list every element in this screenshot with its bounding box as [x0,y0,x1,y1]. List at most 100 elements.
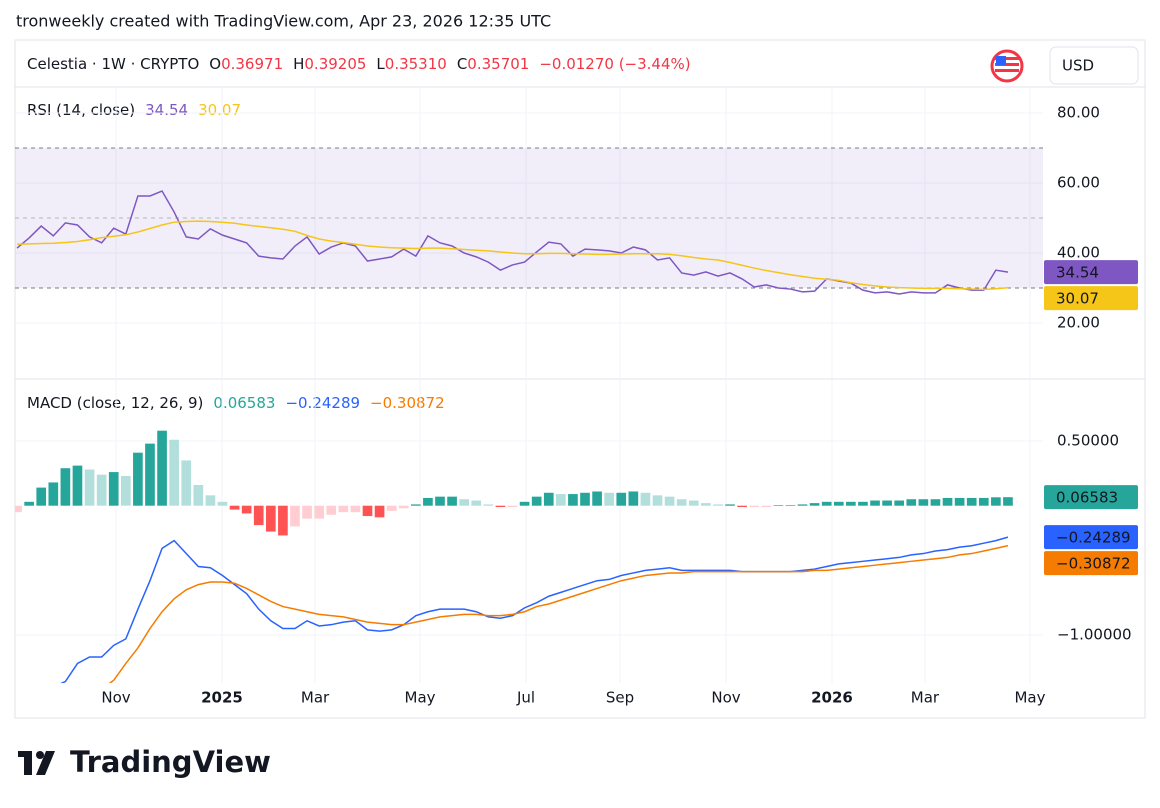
histogram-bar [918,499,929,506]
histogram-bar [72,465,83,506]
histogram-bar [60,468,71,506]
histogram-bar [978,497,989,506]
histogram-bar [193,485,204,506]
histogram-bar [350,505,361,513]
histogram-bar [785,505,796,506]
legend-value: 0.06583 [213,394,275,412]
rsi-title: RSI (14, close) [27,101,135,119]
currency-button[interactable] [1049,46,1139,85]
histogram-bar [241,505,252,514]
price-badge: 0.06583 [1044,485,1138,510]
histogram-bar [133,452,143,506]
histogram-bar [48,482,59,506]
histogram-bar [628,491,639,506]
histogram-bar [314,505,324,519]
badge-box [1044,260,1138,285]
macd-title: MACD (close, 12, 26, 9) [27,394,203,412]
histogram-bar [773,505,784,506]
histogram-bar [278,505,288,536]
badge-box [1044,286,1138,311]
low-label: L [376,55,385,73]
histogram-bar [374,505,385,518]
high-value: 0.39205 [304,55,366,73]
histogram-bar [302,505,312,519]
histogram-bar [362,505,373,517]
histogram-bar [870,500,880,506]
histogram-bar [713,504,723,506]
close-label: C [457,55,467,73]
histogram-bar [701,503,711,506]
brand: TradingView [70,745,271,779]
histogram-bar [471,500,482,506]
histogram-bar [688,500,699,506]
price-badge: 30.07 [1044,286,1138,311]
histogram-bar [846,501,856,506]
histogram-bar [15,505,22,513]
histogram-bar [725,504,735,506]
histogram-bar [435,496,445,506]
macd-legend: MACD (close, 12, 26, 9) 0.06583 −0.24289 −0… [27,394,445,412]
histogram-bar [459,499,470,506]
histogram-bar [991,497,1001,506]
header: tronweekly created with TradingView.com,… [16,12,551,31]
pane [15,380,1043,683]
series-line [108,544,1009,683]
x-tick-label: 2026 [811,689,853,707]
x-tick-label: Nov [711,689,740,707]
histogram-bar [447,496,457,506]
legend-value: 34.54 [145,101,188,119]
currency[interactable]: USD [1062,57,1094,75]
histogram-bar [229,505,240,510]
x-tick-label: May [1014,689,1045,707]
histogram-bar [737,505,747,507]
histogram-bar [797,504,808,506]
price-badge: 34.54 [1044,260,1138,285]
open-label: O [209,55,221,73]
histogram-bar [495,505,506,507]
histogram-bar [604,492,615,506]
histogram-bar [338,505,349,513]
histogram-bar [761,505,772,507]
x-tick-label: Jul [516,689,535,707]
y-tick-label: 40.00 [1057,244,1100,262]
y-tick-label: 0.50000 [1057,432,1119,450]
x-tick-label: Mar [911,689,940,707]
price-badge: −0.24289 [1044,525,1138,550]
change-value: −0.01270 (−3.44%) [539,55,690,73]
histogram-bar [894,500,905,506]
flag-icon [990,49,1024,83]
histogram-bar [398,505,409,509]
x-tick-label: Mar [301,689,330,707]
histogram-bar [592,491,602,506]
series-line [17,220,1009,291]
histogram-bar [543,492,554,506]
histogram-bar [1003,497,1013,506]
histogram-bar [954,497,965,506]
histogram-bar [749,505,760,507]
histogram-bar [120,475,131,506]
histogram-bar [906,499,917,506]
badge-box [1044,525,1138,550]
pane [15,88,1043,378]
histogram-bar [652,495,663,506]
histogram-bar [217,501,228,506]
series-line [60,536,1009,683]
histogram-bar [556,494,566,506]
histogram-bar [616,492,627,506]
x-tick-label: Sep [606,689,634,707]
histogram-bar [568,494,578,506]
legend-value: −0.30872 [370,394,445,412]
histogram-bar [96,474,107,506]
histogram-bar [809,503,820,506]
histogram-bar [966,497,977,506]
histogram-bar [423,497,433,506]
histogram-bar [24,501,34,506]
histogram-bar [483,504,494,506]
histogram-bar [676,499,687,506]
histogram-bar [36,487,47,506]
close-value: 0.35701 [467,55,529,73]
histogram-bar [858,501,868,506]
rsi-legend: RSI (14, close) 34.54 30.07 [27,101,241,119]
legend-value: 30.07 [198,101,241,119]
